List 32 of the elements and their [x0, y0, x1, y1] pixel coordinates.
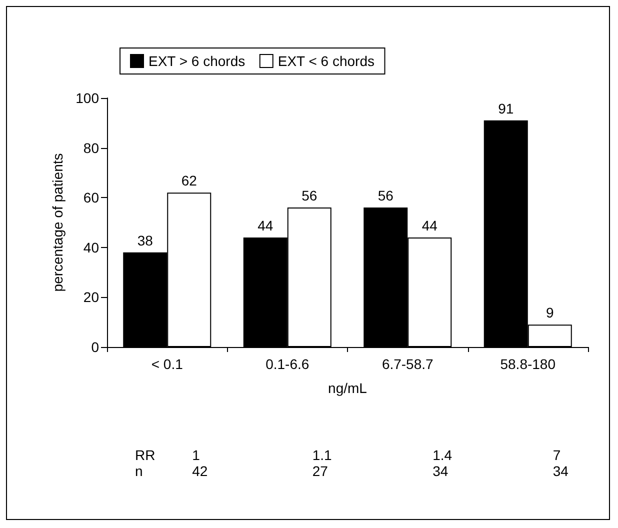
x-tick-label: 0.1-6.6	[266, 356, 310, 372]
y-tick-label: 40	[83, 239, 100, 256]
y-tick-label: 20	[83, 289, 100, 306]
text: 34	[432, 463, 448, 479]
text: RR	[135, 447, 156, 463]
legend-label: EXT < 6 chords	[278, 53, 375, 69]
legend-label: EXT > 6 chords	[148, 53, 246, 69]
x-tick-label: 58.8-180	[500, 356, 556, 372]
x-tick-label: < 0.1	[151, 356, 184, 372]
y-tick-label: 0	[91, 339, 100, 355]
data-label: 44	[422, 217, 438, 234]
text: 27	[312, 463, 328, 479]
x-axis-title: ng/mL	[328, 380, 368, 396]
text: n	[135, 463, 143, 479]
data-label: 44	[258, 217, 274, 234]
text: 1.4	[432, 447, 452, 463]
text: 7	[552, 447, 561, 463]
x-tick-label: 6.7-58.7	[382, 356, 434, 372]
y-tick-label: 60	[83, 190, 100, 206]
text: 1	[192, 447, 200, 463]
data-label: 91	[498, 100, 514, 116]
data-label: 56	[302, 188, 318, 204]
data-label: 56	[378, 188, 394, 204]
text: 1.1	[312, 447, 332, 463]
text: 34	[552, 463, 569, 479]
y-tick-label: 100	[76, 90, 100, 106]
data-label: 62	[181, 172, 198, 189]
y-axis-title: percentage of patients	[50, 153, 66, 292]
data-label: 9	[546, 304, 554, 321]
text: 42	[192, 463, 208, 479]
y-tick-label: 80	[83, 140, 100, 156]
data-label: 38	[137, 232, 154, 248]
